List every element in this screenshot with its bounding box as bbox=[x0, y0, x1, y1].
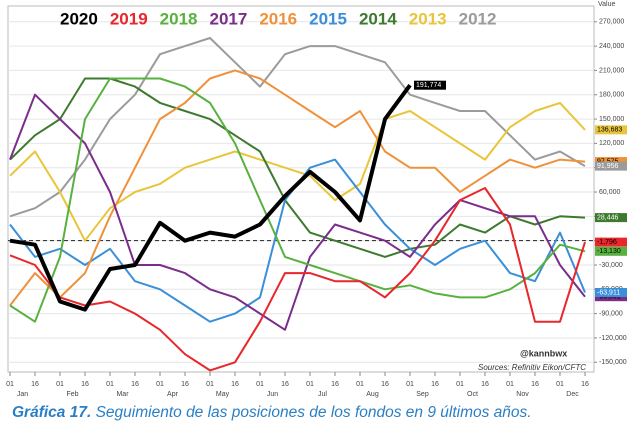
x-tick-label: 01 bbox=[156, 381, 164, 388]
x-tick-label: 01 bbox=[356, 381, 364, 388]
end-flag bbox=[595, 237, 627, 247]
month-label: Nov bbox=[516, 391, 529, 398]
month-label: Sep bbox=[416, 391, 429, 398]
legend-entry: 2016 bbox=[259, 9, 297, 28]
series-line bbox=[9, 69, 586, 307]
series-line bbox=[9, 93, 586, 331]
end-flag bbox=[595, 246, 627, 256]
x-tick-label: 01 bbox=[256, 381, 264, 388]
x-tick-label: 01 bbox=[306, 381, 314, 388]
x-tick-label: 01 bbox=[206, 381, 214, 388]
legend-entry: 2018 bbox=[160, 9, 198, 28]
legend-entry: 2013 bbox=[409, 9, 447, 28]
month-label: Oct bbox=[467, 391, 478, 398]
end-flag bbox=[414, 80, 446, 90]
x-tick-label: 16 bbox=[31, 381, 39, 388]
y-tick-label: 120,000 bbox=[599, 140, 624, 147]
x-tick-label: 16 bbox=[581, 381, 589, 388]
month-label: Mar bbox=[116, 391, 129, 398]
chart: Value @kannbwx Sources: Refinitiv Eikon/… bbox=[6, 1, 627, 398]
x-tick-label: 01 bbox=[506, 381, 514, 388]
y-tick-label: 180,000 bbox=[599, 92, 624, 99]
y-tick-label: 240,000 bbox=[599, 43, 624, 50]
caption-text: Seguimiento de las posiciones de los fon… bbox=[95, 404, 532, 421]
end-flag bbox=[595, 161, 627, 171]
end-flag-label: 191,774 bbox=[416, 82, 441, 89]
x-tick-label: 16 bbox=[81, 381, 89, 388]
end-flag bbox=[595, 213, 627, 223]
month-label: Apr bbox=[167, 391, 179, 398]
end-flag-label: 136,683 bbox=[597, 127, 622, 134]
y-axis-label: Value bbox=[598, 1, 615, 8]
x-tick-label: 16 bbox=[231, 381, 239, 388]
y-tick-label: 210,000 bbox=[599, 67, 624, 74]
month-label: Jan bbox=[17, 391, 28, 398]
caption-label: Gráfica 17. bbox=[12, 404, 92, 421]
x-tick-label: 16 bbox=[131, 381, 139, 388]
x-tick-label: 16 bbox=[381, 381, 389, 388]
y-tick-label: -30,000 bbox=[599, 262, 623, 269]
end-flag-label: -1,796 bbox=[597, 239, 617, 246]
x-tick-label: 01 bbox=[456, 381, 464, 388]
annotation: @kannbwx bbox=[520, 348, 567, 358]
end-flag bbox=[595, 157, 627, 167]
x-tick-label: 01 bbox=[106, 381, 114, 388]
x-tick-label: 16 bbox=[431, 381, 439, 388]
series-line bbox=[9, 101, 586, 242]
series-line bbox=[9, 37, 586, 218]
end-flag-label: 91,956 bbox=[597, 163, 619, 170]
month-label: May bbox=[216, 391, 230, 398]
x-tick-label: 01 bbox=[6, 381, 14, 388]
legend-entry: 2014 bbox=[359, 9, 397, 28]
end-flag bbox=[595, 287, 627, 297]
series-line bbox=[9, 187, 586, 372]
legend-entry: 2015 bbox=[309, 9, 347, 28]
end-flag-label: -69,091 bbox=[597, 294, 621, 301]
x-tick-label: 16 bbox=[331, 381, 339, 388]
end-flag-label: -63,911 bbox=[597, 289, 620, 296]
month-label: Aug bbox=[366, 391, 379, 398]
month-label: Jun bbox=[267, 391, 278, 398]
series-line bbox=[9, 77, 586, 323]
legend-entry: 2020 bbox=[60, 9, 98, 28]
legend-entry: 2012 bbox=[459, 9, 497, 28]
y-tick-label: 60,000 bbox=[599, 189, 621, 196]
end-flag-label: 28,446 bbox=[597, 214, 619, 221]
x-tick-label: 01 bbox=[556, 381, 564, 388]
y-tick-label: -90,000 bbox=[599, 310, 623, 317]
x-tick-label: 01 bbox=[406, 381, 414, 388]
series-line bbox=[9, 77, 586, 258]
plot-frame bbox=[7, 5, 595, 373]
month-label: Jul bbox=[318, 391, 327, 398]
legend-entry: 2019 bbox=[110, 9, 148, 28]
end-flag bbox=[595, 125, 627, 135]
series-line bbox=[9, 84, 412, 312]
annotation: Sources: Refinitiv Eikon/CFTC bbox=[478, 363, 586, 372]
y-tick-label: 270,000 bbox=[599, 19, 624, 26]
x-tick-label: 16 bbox=[481, 381, 489, 388]
month-label: Dec bbox=[566, 391, 579, 398]
x-tick-label: 16 bbox=[281, 381, 289, 388]
legend-entry: 2017 bbox=[209, 9, 247, 28]
y-tick-label: -120,000 bbox=[599, 335, 627, 342]
y-tick-label: -150,000 bbox=[599, 359, 627, 366]
end-flag-label: -13,130 bbox=[597, 248, 621, 255]
caption: Gráfica 17. Seguimiento de las posicione… bbox=[12, 404, 532, 422]
month-label: Feb bbox=[66, 391, 78, 398]
x-tick-label: 16 bbox=[181, 381, 189, 388]
y-tick-label: 150,000 bbox=[599, 116, 624, 123]
x-tick-label: 16 bbox=[531, 381, 539, 388]
x-tick-label: 01 bbox=[56, 381, 64, 388]
